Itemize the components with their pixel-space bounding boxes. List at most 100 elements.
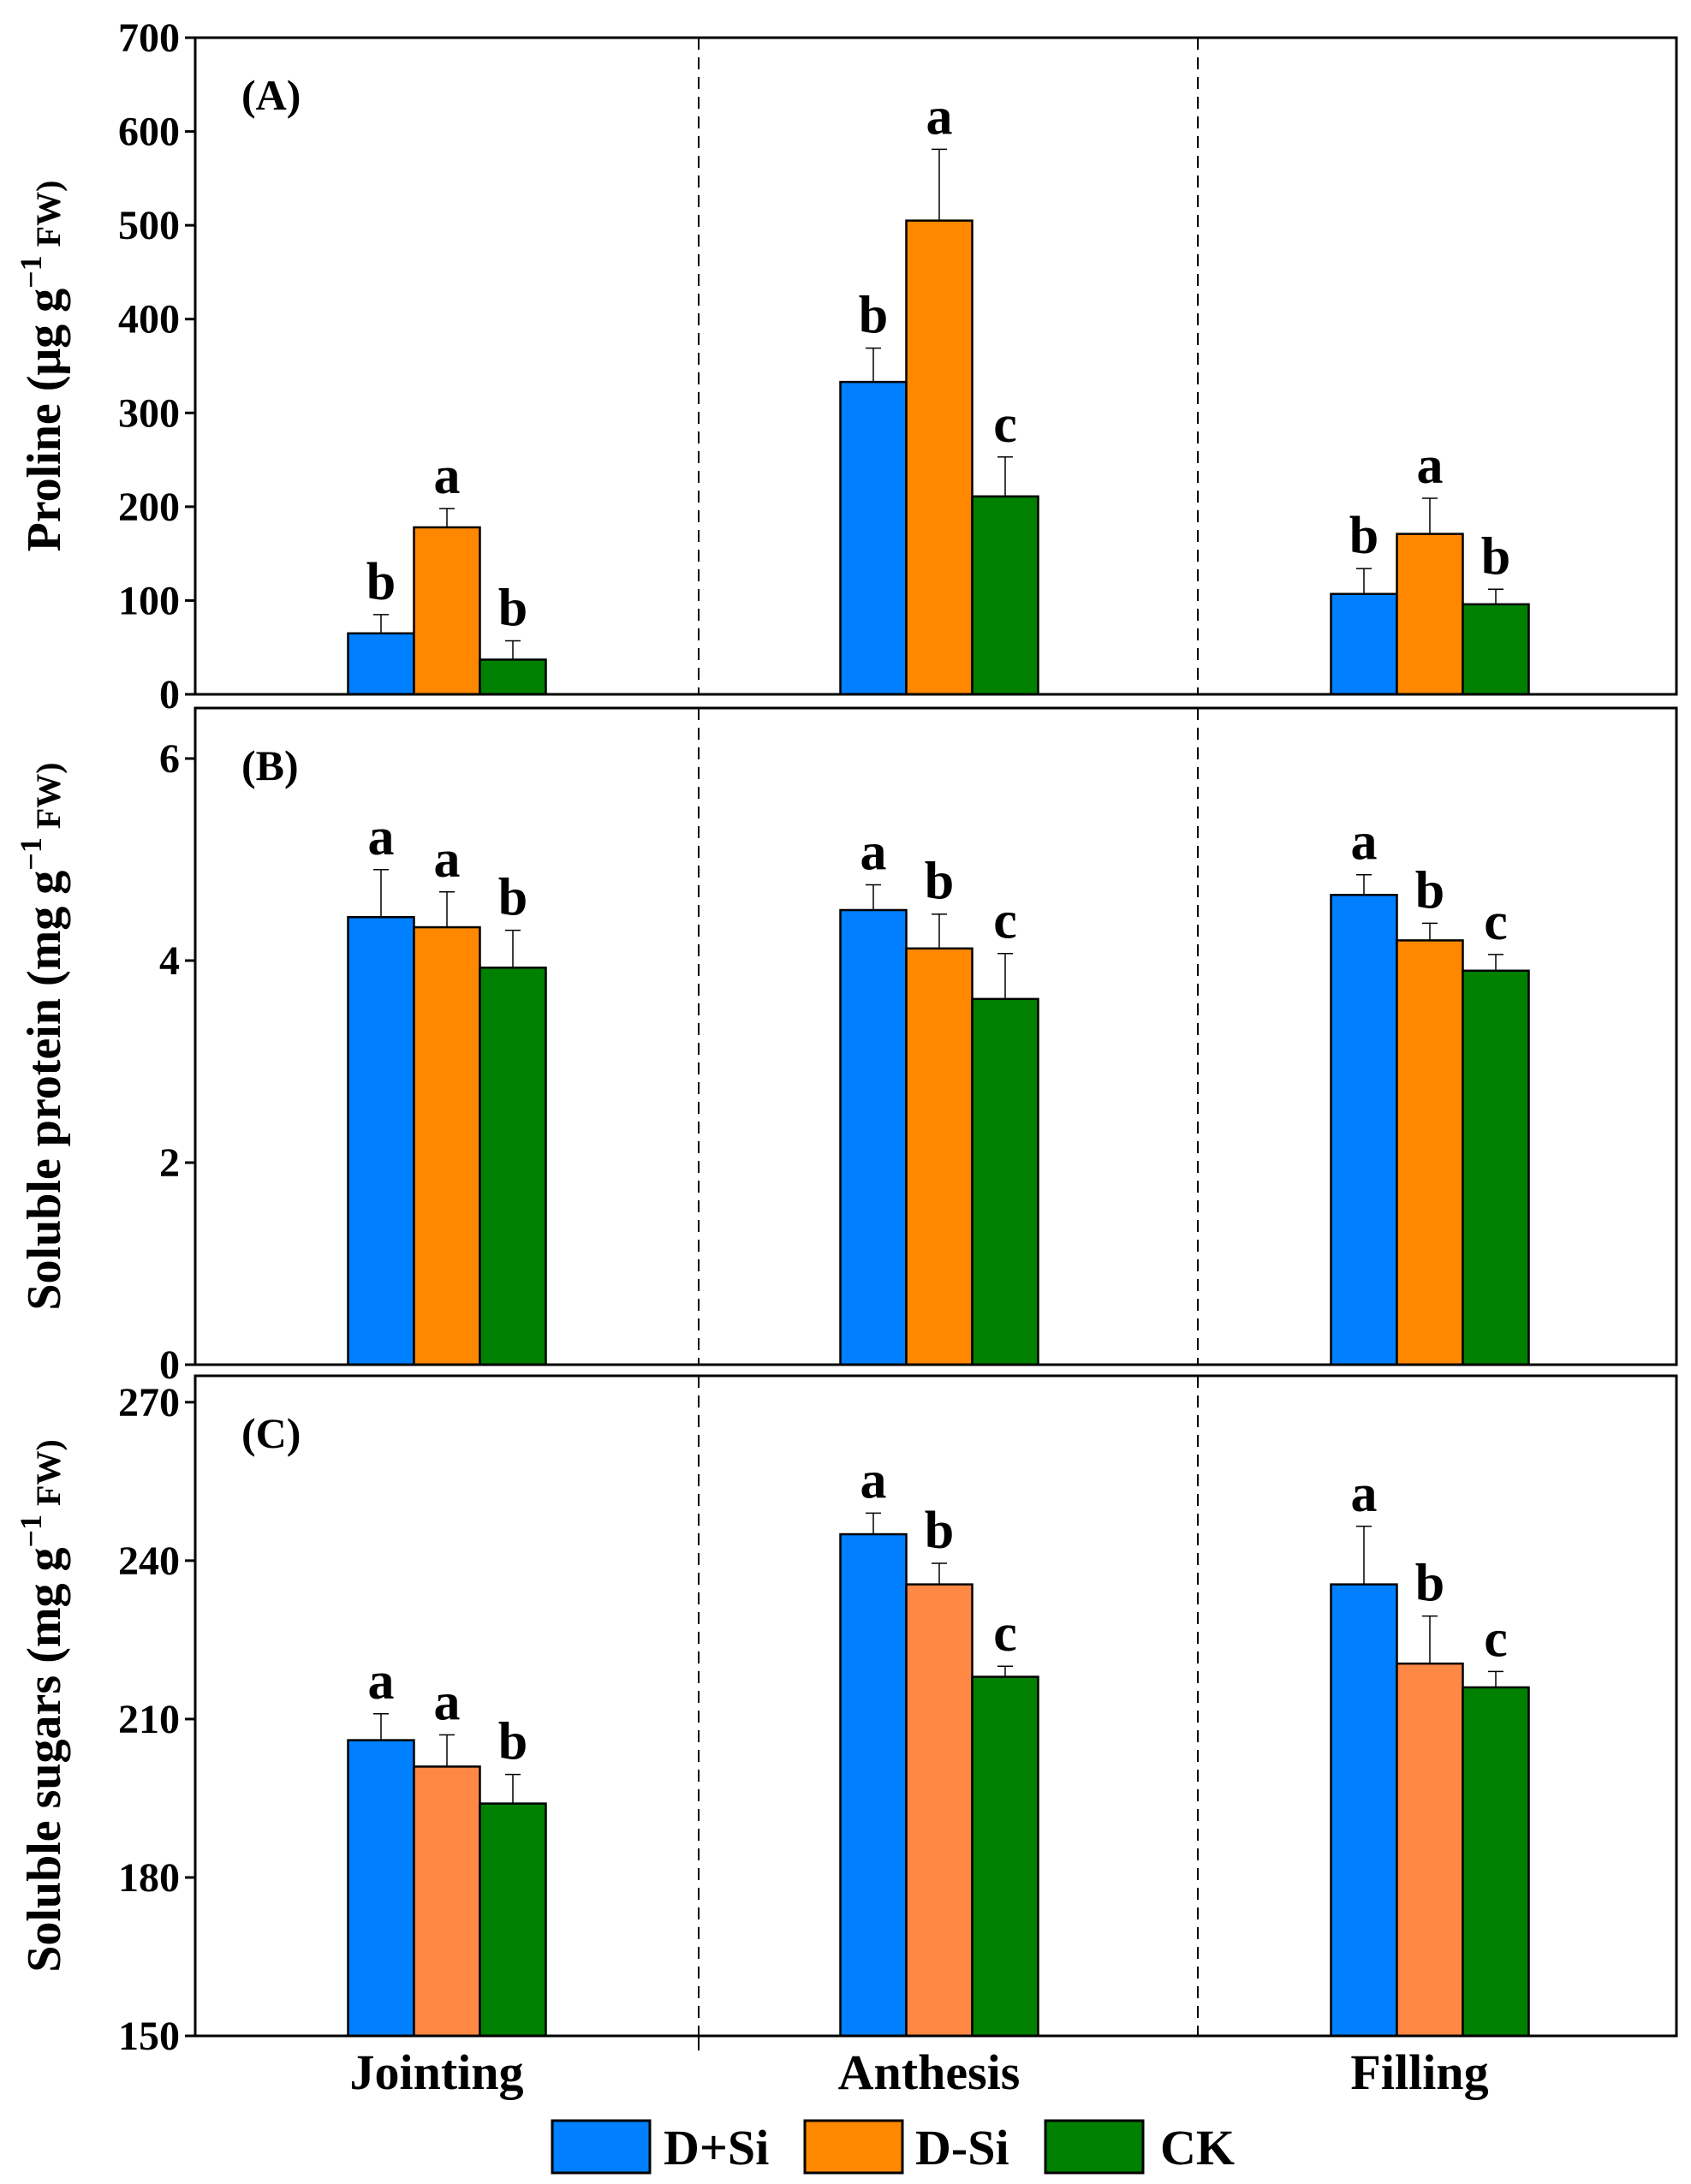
y-tick-label: 700 — [118, 15, 180, 61]
bar-dsi-anthesis — [905, 1583, 974, 2038]
significance-letter: c — [993, 1604, 1017, 1663]
bar-dsi-jointing — [413, 925, 481, 1366]
y-axis-label-superscript: −1 — [14, 1515, 48, 1548]
significance-letter: a — [860, 824, 887, 882]
bar-dsi-filling — [1330, 592, 1398, 696]
y-axis-label: Proline (μg g−1 FW) — [14, 181, 71, 552]
significance-letter: b — [366, 553, 396, 611]
significance-letter: b — [925, 853, 954, 911]
bar-ck-anthesis — [971, 997, 1039, 1366]
y-axis-label-end: FW) — [29, 1439, 68, 1515]
significance-letter: b — [498, 869, 527, 927]
significance-letter: a — [368, 808, 395, 866]
significance-letter: b — [925, 1502, 954, 1560]
y-tick-label: 200 — [118, 485, 180, 530]
legend-swatch — [551, 2119, 652, 2175]
y-tick-label: 100 — [118, 578, 180, 623]
bar-ck-anthesis — [971, 1675, 1039, 2038]
x-category-label: Filling — [1350, 2044, 1488, 2100]
y-axis-label-end: FW) — [29, 181, 68, 256]
y-tick-label: 210 — [118, 1697, 180, 1742]
panel-label: (C) — [241, 1409, 301, 1457]
y-tick-label: 270 — [118, 1380, 180, 1425]
significance-letter: a — [926, 87, 953, 146]
y-tick-label: 240 — [118, 1538, 180, 1584]
panel-a: bbbaaabcb0100200300400500600700(A)Prolin… — [14, 15, 1678, 717]
bar-dsi-filling — [1330, 1583, 1398, 2038]
bar-dsi-filling — [1396, 533, 1464, 696]
bar-ck-anthesis — [971, 495, 1039, 696]
bar-ck-filling — [1462, 603, 1530, 696]
legend-label: D+Si — [664, 2120, 769, 2175]
legend-label: D-Si — [915, 2120, 1009, 2175]
y-tick-label: 2 — [159, 1140, 180, 1186]
y-tick-label: 6 — [159, 736, 180, 782]
y-tick-label: 500 — [118, 203, 180, 248]
significance-letter: a — [1351, 1465, 1378, 1523]
legend-swatch — [1044, 2119, 1145, 2175]
y-tick-label: 4 — [159, 938, 180, 984]
significance-letter: b — [1481, 527, 1510, 586]
panel-label: (A) — [241, 71, 301, 119]
y-axis-label-superscript: −1 — [14, 837, 48, 871]
y-axis-label-end: FW) — [29, 762, 68, 837]
significance-letter: a — [1417, 437, 1444, 495]
y-axis-label-main: Soluble sugars (mg g — [18, 1547, 71, 1972]
y-tick-label: 0 — [159, 1342, 180, 1388]
plot-frame — [194, 36, 1678, 696]
significance-letter: c — [1484, 1610, 1508, 1668]
significance-letter: b — [1415, 1555, 1444, 1613]
plot-frame — [194, 706, 1678, 1366]
bar-dsi-filling — [1396, 1662, 1464, 2038]
significance-letter: c — [993, 892, 1017, 950]
y-tick-label: 300 — [118, 390, 180, 436]
significance-letter: a — [434, 447, 461, 505]
y-tick-label: 150 — [118, 2014, 180, 2059]
significance-letter: a — [434, 1673, 461, 1731]
bar-dsi-jointing — [347, 632, 415, 696]
y-axis-label-main: Proline (μg g — [18, 289, 71, 552]
bar-dsi-anthesis — [839, 1532, 908, 2038]
x-category-label: Anthesis — [838, 2044, 1021, 2100]
y-axis-label-superscript: −1 — [14, 255, 48, 289]
bar-dsi-anthesis — [839, 380, 908, 696]
bar-ck-filling — [1462, 1686, 1530, 2038]
y-axis-label: Soluble sugars (mg g−1 FW) — [14, 1439, 71, 1973]
significance-letter: b — [859, 287, 888, 345]
bar-dsi-filling — [1330, 894, 1398, 1366]
significance-letter: a — [368, 1652, 395, 1711]
bar-dsi-jointing — [413, 526, 481, 696]
bar-dsi-anthesis — [839, 908, 908, 1366]
y-axis-label-main: Soluble protein (mg g — [18, 871, 71, 1311]
significance-letter: b — [498, 1713, 527, 1771]
panel-label: (B) — [241, 741, 299, 789]
significance-letter: b — [498, 580, 527, 638]
y-tick-label: 400 — [118, 297, 180, 342]
significance-letter: c — [1484, 893, 1508, 951]
bar-ck-jointing — [479, 967, 547, 1366]
legend: D+Si D-Si CK — [551, 2119, 1235, 2175]
bar-dsi-anthesis — [905, 947, 974, 1366]
significance-letter: b — [1415, 861, 1444, 919]
bar-dsi-jointing — [347, 916, 415, 1366]
y-tick-label: 180 — [118, 1855, 180, 1901]
y-tick-label: 600 — [118, 110, 180, 155]
bar-dsi-jointing — [347, 1739, 415, 2038]
legend-label: CK — [1160, 2120, 1235, 2175]
bar-ck-jointing — [479, 658, 547, 696]
significance-letter: a — [434, 830, 461, 889]
significance-letter: b — [1349, 507, 1378, 565]
significance-letter: a — [1351, 813, 1378, 872]
significance-letter: c — [993, 396, 1017, 454]
bar-ck-jointing — [479, 1802, 547, 2038]
y-axis-label: Soluble protein (mg g−1 FW) — [14, 762, 71, 1310]
bar-dsi-filling — [1396, 939, 1464, 1366]
y-tick-label: 0 — [159, 672, 180, 717]
x-category-label: Jointing — [349, 2044, 523, 2100]
bar-dsi-jointing — [413, 1765, 481, 2038]
bar-ck-filling — [1462, 969, 1530, 1366]
plot-frame — [194, 1374, 1678, 2038]
